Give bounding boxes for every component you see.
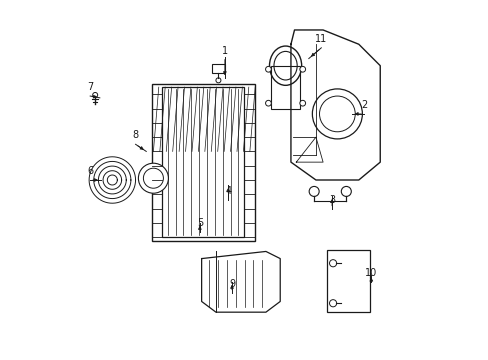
- Circle shape: [308, 186, 319, 197]
- Text: 1: 1: [222, 46, 227, 57]
- Text: 7: 7: [87, 82, 93, 92]
- Bar: [212, 64, 224, 73]
- Bar: [271, 66, 299, 109]
- Text: 10: 10: [365, 268, 377, 278]
- Text: 4: 4: [225, 186, 231, 196]
- Bar: [151, 84, 255, 241]
- Circle shape: [143, 168, 163, 188]
- Circle shape: [299, 100, 305, 106]
- Circle shape: [299, 66, 305, 72]
- Text: 3: 3: [328, 195, 334, 204]
- Circle shape: [329, 300, 336, 307]
- Bar: [326, 249, 369, 312]
- Circle shape: [329, 260, 336, 267]
- Circle shape: [312, 89, 362, 139]
- Circle shape: [265, 100, 271, 106]
- Circle shape: [216, 78, 221, 83]
- Ellipse shape: [269, 46, 301, 85]
- Circle shape: [265, 66, 271, 72]
- Text: 8: 8: [132, 130, 138, 140]
- Bar: [162, 87, 244, 237]
- Circle shape: [341, 186, 350, 197]
- Text: 2: 2: [360, 100, 366, 110]
- Text: 9: 9: [228, 279, 235, 289]
- Text: 11: 11: [315, 34, 327, 44]
- Text: 5: 5: [196, 218, 203, 228]
- Text: 6: 6: [87, 166, 93, 176]
- Circle shape: [319, 96, 354, 132]
- Ellipse shape: [273, 51, 297, 80]
- Circle shape: [138, 163, 168, 193]
